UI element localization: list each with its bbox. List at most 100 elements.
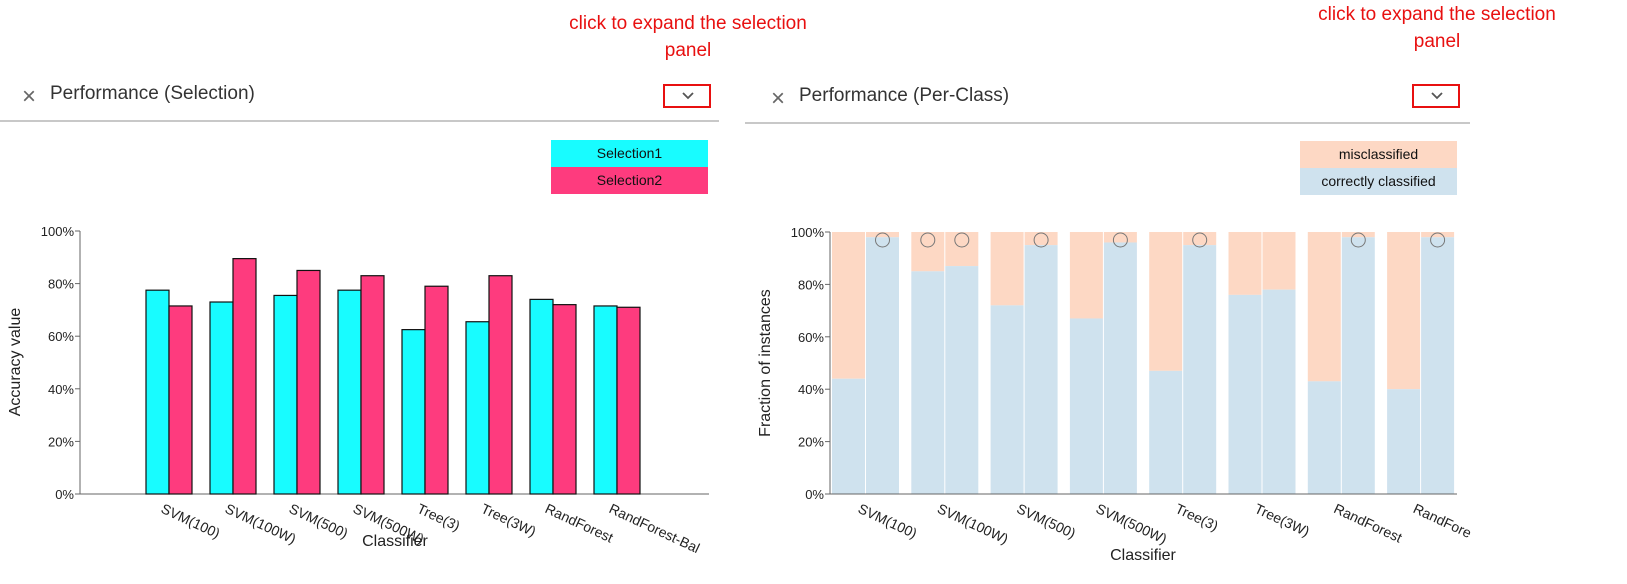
annotation-left-line2: panel [664, 40, 712, 61]
bar-correctly-classified [1228, 294, 1262, 494]
bar-correctly-classified [1024, 245, 1058, 494]
close-icon[interactable]: × [770, 85, 785, 112]
x-axis-label: Classifier [362, 533, 428, 550]
y-tick-label: 0% [805, 487, 824, 502]
y-axis-label: Accuracy value [7, 308, 24, 417]
bar-selection2 [168, 305, 193, 495]
bar-correctly-classified [1341, 237, 1375, 495]
bar-selection1 [529, 298, 554, 495]
x-tick-label: Tree(3W) [479, 500, 539, 539]
bar-misclassified [1387, 232, 1421, 390]
y-tick-label: 80% [48, 277, 74, 292]
legend-item-selection2[interactable]: Selection2 [551, 167, 708, 194]
x-tick-label: SVM(500) [1014, 500, 1078, 541]
bar-misclassified [1228, 232, 1262, 295]
legend-item-misclassified[interactable]: misclassified [1300, 141, 1457, 168]
panel-title: Performance (Per-Class) [799, 85, 1010, 106]
x-tick-label: Tree(3) [1173, 500, 1221, 534]
bar-selection1 [465, 321, 490, 495]
chart-accuracy: 0%20%40%60%80%100%SVM(100) SVM(100W)SVM(5… [7, 224, 709, 556]
legend-item-correctly-classified[interactable]: correctly classified [1300, 168, 1457, 195]
bar-misclassified [1262, 232, 1296, 290]
y-tick-label: 60% [48, 329, 74, 344]
bar-misclassified [990, 232, 1024, 306]
bar-selection1 [145, 289, 170, 495]
bar-misclassified [1341, 232, 1375, 238]
chevron-down-icon [682, 92, 694, 100]
y-tick-label: 0% [55, 487, 74, 502]
panel-title: Performance (Selection) [50, 83, 255, 104]
close-icon[interactable]: × [21, 83, 36, 110]
bar-selection1 [209, 301, 234, 495]
x-tick-label: RandForest-Bal [607, 500, 703, 556]
bar-correctly-classified [832, 378, 865, 494]
bar-selection1 [337, 289, 362, 495]
class-marker [1350, 232, 1366, 248]
expand-selection-button[interactable] [663, 84, 711, 108]
bar-correctly-classified [1387, 389, 1421, 494]
annotation-right: click to expand the selection panel [1297, 1, 1577, 55]
bar-selection1 [401, 329, 426, 495]
y-tick-label: 80% [798, 277, 824, 292]
annotation-right-line1: click to expand the selection [1318, 4, 1556, 25]
x-tick-label: SVM(100W) [935, 500, 1011, 547]
bar-selection2 [232, 258, 257, 495]
y-tick-label: 100% [791, 225, 825, 240]
chevron-down-icon [1431, 92, 1443, 100]
annotation-left: click to expand the selection panel [548, 10, 828, 64]
bar-selection2 [296, 269, 321, 495]
x-tick-label: Tree(3W) [1252, 500, 1312, 539]
bar-correctly-classified [911, 271, 945, 494]
x-axis-label: Classifier [1110, 547, 1176, 564]
bar-selection2 [552, 304, 577, 495]
bar-misclassified [1183, 232, 1217, 246]
bar-misclassified [1421, 232, 1455, 238]
bar-correctly-classified [945, 266, 979, 494]
y-tick-label: 40% [48, 382, 74, 397]
bar-misclassified [1149, 232, 1183, 371]
bar-correctly-classified [1262, 289, 1296, 494]
chart1-legend: Selection1 Selection2 [551, 140, 708, 194]
y-axis-label: Fraction of instances [757, 289, 774, 437]
annotation-right-line2: panel [1413, 31, 1461, 52]
bar-correctly-classified [1149, 370, 1183, 494]
y-tick-label: 20% [48, 434, 74, 449]
bar-misclassified [1103, 232, 1137, 243]
chart-per-class: SVM(100) SVM(100W) SVM(500) SVM(500W) Tree(3… [757, 225, 1474, 564]
class-marker [1430, 232, 1446, 248]
bar-selection2 [360, 275, 385, 495]
x-tick-label: RandFore [1411, 500, 1474, 541]
x-tick-label: SVM(100) [856, 500, 920, 541]
bar-selection2 [616, 306, 641, 495]
bar-correctly-classified [1103, 242, 1137, 494]
bar-misclassified [1307, 232, 1341, 382]
y-tick-label: 20% [798, 435, 824, 450]
bar-selection1 [273, 294, 298, 495]
annotation-left-line1: click to expand the selection [569, 13, 807, 34]
bar-correctly-classified [990, 305, 1024, 494]
legend-item-selection1[interactable]: Selection1 [551, 140, 708, 167]
bar-correctly-classified [1421, 237, 1455, 495]
bar-misclassified [866, 232, 899, 238]
bar-correctly-classified [866, 237, 899, 495]
bar-selection2 [488, 275, 513, 495]
bar-misclassified [1069, 232, 1103, 319]
bar-correctly-classified [1183, 245, 1217, 494]
y-tick-label: 100% [41, 224, 75, 239]
y-tick-label: 40% [798, 382, 824, 397]
expand-selection-button[interactable] [1412, 84, 1460, 108]
bar-misclassified [945, 232, 979, 267]
class-marker [1033, 232, 1049, 248]
class-marker [1112, 232, 1128, 248]
x-tick-label: Tree(3) [415, 500, 463, 534]
bar-misclassified [911, 232, 945, 272]
bar-selection2 [424, 285, 449, 495]
x-tick-label: RandForest [543, 500, 616, 545]
y-tick-label: 60% [798, 330, 824, 345]
class-marker [1192, 232, 1208, 248]
bar-selection1 [593, 305, 618, 495]
bar-correctly-classified [1307, 381, 1341, 494]
bar-misclassified [1024, 232, 1058, 246]
bar-correctly-classified [1069, 318, 1103, 494]
x-tick-label: RandForest [1332, 500, 1405, 545]
